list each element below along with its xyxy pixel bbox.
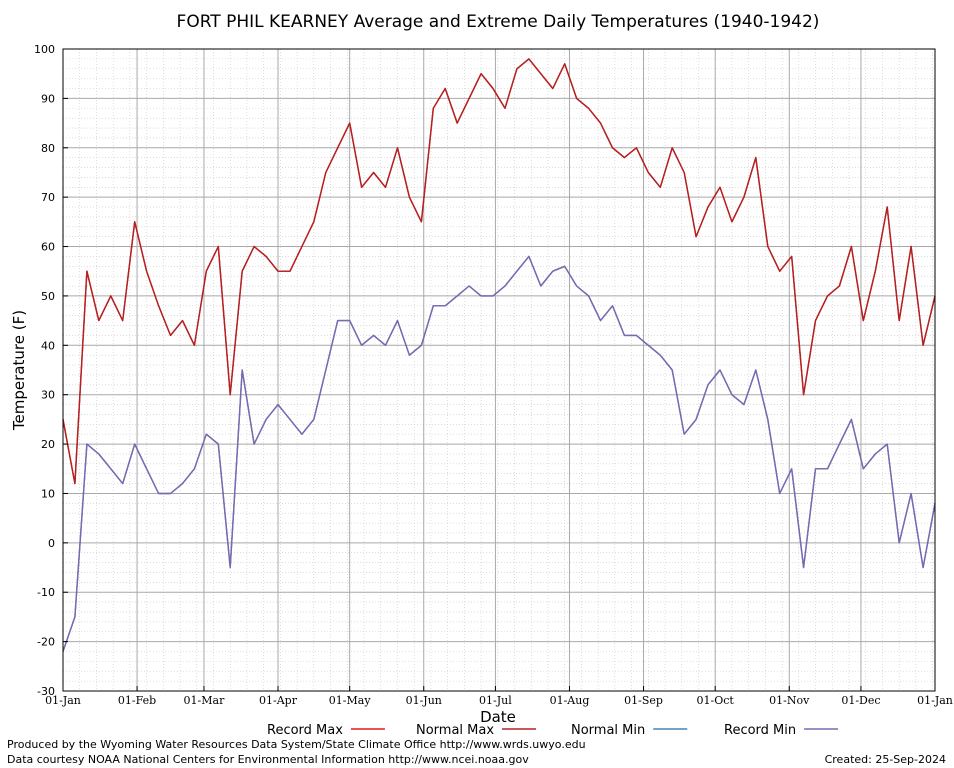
x-tick-label: 01-Mar xyxy=(184,694,226,707)
x-tick-label: 01-Sep xyxy=(624,694,663,707)
series-normal-max xyxy=(62,58,936,485)
y-tick-label: 70 xyxy=(41,191,55,204)
y-tick-label: 90 xyxy=(41,92,55,105)
y-tick-label: 30 xyxy=(41,389,55,402)
y-tick-label: 0 xyxy=(48,537,55,550)
y-tick-label: 20 xyxy=(41,438,55,451)
series-lines xyxy=(62,58,936,652)
legend-label: Normal Min xyxy=(571,723,645,738)
grid xyxy=(62,48,936,692)
series-record-max xyxy=(62,58,936,485)
legend: Record Max Normal Max Normal Min Record Min xyxy=(267,723,839,738)
y-tick-label: 50 xyxy=(41,290,55,303)
x-tick-label: 01-Jun xyxy=(406,694,442,707)
y-tick-label: 60 xyxy=(41,241,55,254)
x-tick-label: 01-Oct xyxy=(697,694,735,707)
y-tick-label: -10 xyxy=(37,586,55,599)
y-tick-label: -20 xyxy=(37,636,55,649)
legend-label: Record Max xyxy=(267,723,343,738)
y-tick-label: 40 xyxy=(41,339,55,352)
series-record-min xyxy=(62,255,936,652)
x-tick-label: 01-May xyxy=(329,694,372,707)
plot-frame xyxy=(62,48,936,692)
y-tick-label: -30 xyxy=(37,685,55,698)
x-axis-ticks: 01-Jan 01-Feb 01-Mar 01-Apr 01-May 01-Jun 01-J… xyxy=(45,686,953,707)
chart-title: FORT PHIL KEARNEY Average and Extreme Da… xyxy=(177,12,820,32)
footer-produced-by: Produced by the Wyoming Water Resources … xyxy=(7,738,586,751)
x-tick-label: 01-Nov xyxy=(769,694,810,707)
y-tick-label: 10 xyxy=(41,487,55,500)
x-tick-label: 01-Aug xyxy=(550,694,590,707)
y-tick-label: 80 xyxy=(41,142,55,155)
legend-label: Normal Max xyxy=(416,723,494,738)
footer-created-date: Created: 25-Sep-2024 xyxy=(824,753,946,766)
x-tick-label: 01-Jan xyxy=(45,694,81,707)
x-tick-label: 01-Dec xyxy=(841,694,880,707)
x-tick-label: 01-Jan xyxy=(917,694,953,707)
x-tick-label: 01-Apr xyxy=(259,694,298,707)
x-tick-label: 01-Jul xyxy=(479,694,512,707)
x-axis-label: Date xyxy=(480,708,516,726)
footer-data-courtesy: Data courtesy NOAA National Centers for … xyxy=(7,753,529,766)
y-tick-label: 100 xyxy=(34,43,55,56)
x-tick-label: 01-Feb xyxy=(118,694,156,707)
y-axis-label: Temperature (F) xyxy=(10,310,28,431)
legend-label: Record Min xyxy=(724,723,796,738)
